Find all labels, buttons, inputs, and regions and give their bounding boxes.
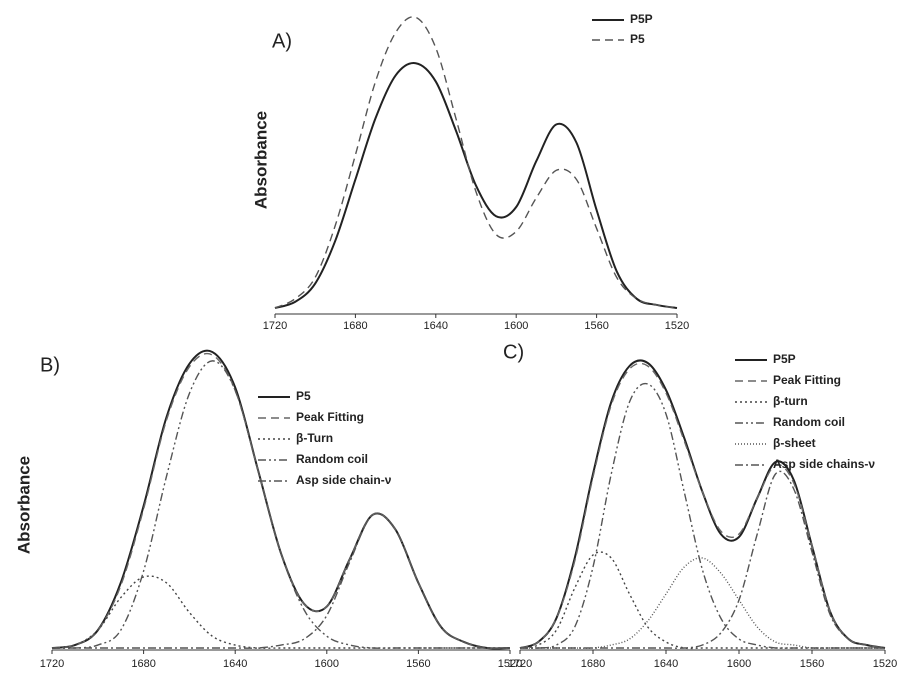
legend-label: P5 [630,32,645,46]
legend-label: β-Turn [296,431,333,445]
x-tick-label: 1560 [406,658,430,670]
x-tick-label: 1560 [584,320,608,332]
series-line [519,359,886,649]
series-line [51,349,511,650]
x-tick-label: 1640 [424,320,448,332]
series-line [51,360,510,649]
y-axis-label: Absorbance [251,111,270,209]
legend-label: Peak Fitting [296,410,364,424]
x-tick-label: 1720 [508,658,532,670]
x-tick-label: 1720 [40,658,64,670]
series-line [519,362,886,649]
x-tick-label: 1520 [498,658,522,670]
series-line [519,551,885,650]
legend-label: Asp side chains-ν [773,457,875,471]
x-tick-label: 1600 [315,658,339,670]
legend-label: Asp side chain-ν [296,473,392,487]
legend-label: P5 [296,389,311,403]
x-tick-label: 1520 [665,320,689,332]
legend-label: Peak Fitting [773,373,841,387]
panel-label: A) [272,30,292,52]
series-line [274,62,678,309]
legend-label: Random coil [296,452,368,466]
series-line [51,575,510,649]
x-tick-label: 1680 [581,658,605,670]
legend-label: P5P [773,352,796,366]
x-tick-label: 1600 [504,320,528,332]
x-tick-label: 1520 [873,658,897,670]
panel-label: B) [40,354,60,376]
x-tick-label: 1640 [654,658,678,670]
legend-label: β-turn [773,394,808,408]
x-tick-label: 1560 [800,658,824,670]
x-tick-label: 1680 [131,658,155,670]
series-line [519,382,885,649]
x-tick-label: 1600 [727,658,751,670]
series-line [52,512,511,650]
x-tick-label: 1640 [223,658,247,670]
series-line [520,470,886,649]
panel-label: C) [503,341,524,363]
series-line [274,16,678,309]
legend-label: β-sheet [773,436,816,450]
x-tick-label: 1720 [263,320,287,332]
legend-label: Random coil [773,415,845,429]
x-tick-label: 1680 [343,320,367,332]
legend-label: P5P [630,12,653,26]
y-axis-label: Absorbance [14,456,33,554]
